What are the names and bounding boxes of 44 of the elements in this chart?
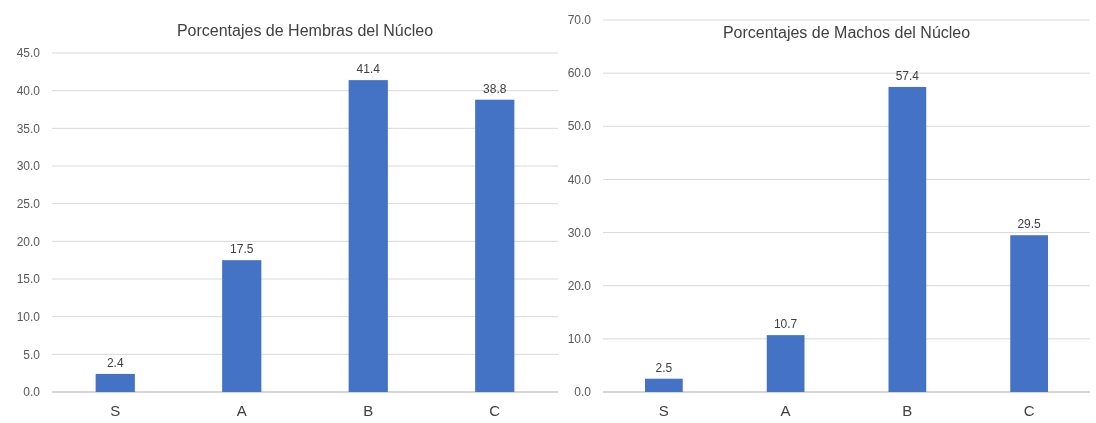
x-tick-label: B: [363, 402, 374, 419]
y-tick-label: 5.0: [23, 347, 41, 362]
y-tick-label: 20.0: [567, 278, 592, 293]
x-tick-label: A: [780, 402, 791, 419]
bar: [645, 378, 683, 392]
y-tick-label: 50.0: [567, 119, 592, 134]
data-label: 17.5: [230, 242, 254, 257]
y-tick-label: 0.0: [574, 385, 592, 400]
data-label: 29.5: [1017, 217, 1042, 232]
chart-title: Porcentajes de Machos del Núcleo: [722, 24, 971, 41]
bar: [1010, 235, 1048, 392]
chart-title: Porcentajes de Hembras del Núcleo: [176, 22, 434, 39]
y-tick-label: 60.0: [567, 66, 592, 81]
y-tick-label: 35.0: [16, 121, 41, 136]
x-tick-label: C: [1023, 402, 1035, 419]
y-tick-label: 25.0: [16, 196, 41, 211]
y-tick-label: 40.0: [567, 172, 592, 187]
bar: [95, 373, 135, 392]
y-tick-label: 10.0: [567, 332, 592, 347]
bar: [888, 86, 927, 392]
data-label: 57.4: [895, 68, 920, 83]
bar: [475, 99, 515, 392]
x-tick-label: A: [236, 402, 247, 419]
y-tick-label: 30.0: [567, 225, 592, 240]
y-tick-label: 15.0: [16, 272, 41, 287]
x-tick-label: S: [110, 402, 121, 419]
x-tick-label: B: [902, 402, 913, 419]
bar: [766, 335, 805, 392]
bar: [348, 80, 388, 392]
data-label: 10.7: [773, 317, 798, 332]
y-tick-label: 45.0: [16, 46, 41, 61]
y-tick-label: 70.0: [567, 13, 592, 28]
x-tick-label: C: [489, 402, 501, 419]
y-tick-label: 30.0: [16, 159, 41, 174]
x-tick-label: S: [658, 402, 669, 419]
y-tick-label: 20.0: [16, 234, 41, 249]
data-label: 2.4: [106, 355, 124, 370]
data-label: 41.4: [356, 62, 381, 77]
y-tick-label: 40.0: [16, 83, 41, 98]
y-tick-label: 0.0: [23, 385, 41, 400]
bar: [222, 260, 262, 392]
data-label: 38.8: [483, 81, 507, 96]
data-label: 2.5: [655, 360, 673, 375]
y-tick-label: 10.0: [16, 309, 41, 324]
